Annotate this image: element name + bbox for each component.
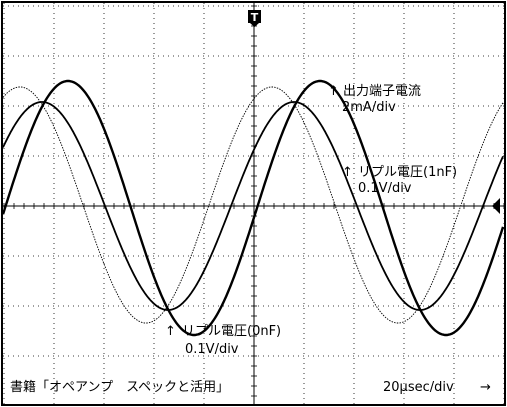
trace-output-current xyxy=(1,79,505,337)
up-arrow-icon: ↑ xyxy=(328,84,339,99)
trigger-marker: T xyxy=(248,10,261,27)
annotation-ripple-0nf: ↑ リプル電圧(0nF) 0.1V/div xyxy=(165,324,281,357)
annotation-output-current: ↑ 出力端子電流 2mA/div xyxy=(328,84,421,115)
level-marker-icon xyxy=(492,198,500,214)
scale-label-ripple-0nf: 0.1V/div xyxy=(185,342,239,357)
trace-label-ripple-0nf: リプル電圧(0nF) xyxy=(182,324,281,339)
trace-label-output-current: 出力端子電流 xyxy=(343,84,421,99)
source-caption: 書籍「オペアンプ スペックと活用」 xyxy=(10,379,229,395)
scale-label-ripple-1nf: 0.1V/div xyxy=(358,181,412,196)
trace-label-ripple-1nf: リプル電圧(1nF) xyxy=(358,165,457,180)
annotation-ripple-1nf: ↑ リプル電圧(1nF) 0.1V/div xyxy=(342,165,457,196)
scale-label-output-current: 2mA/div xyxy=(342,100,396,115)
svg-text:T: T xyxy=(251,11,259,24)
up-arrow-icon: ↑ xyxy=(165,324,176,339)
timebase-label: 20μsec/div xyxy=(383,380,454,395)
up-arrow-icon: ↑ xyxy=(342,165,353,180)
right-arrow-icon: → xyxy=(480,380,491,395)
